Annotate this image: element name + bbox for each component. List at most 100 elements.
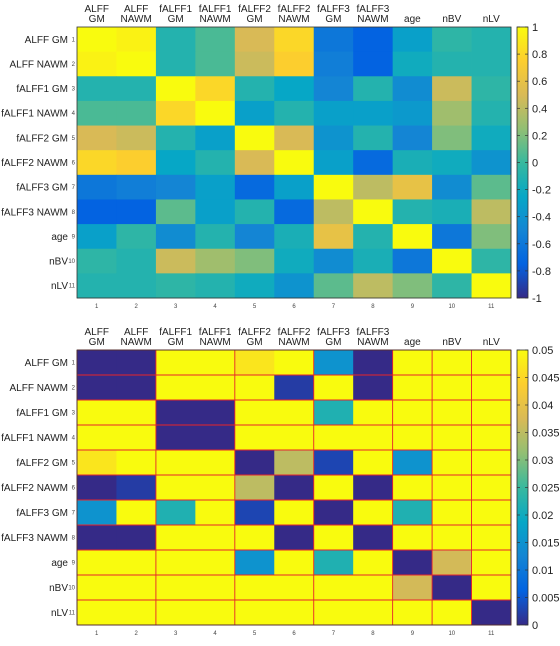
corr-row-label-2: ALFF NAWM <box>9 59 68 70</box>
pval-row-index-10: 10 <box>68 586 75 592</box>
corr-col-index-6: 6 <box>292 304 296 310</box>
corr-cell-r8-c3 <box>155 199 196 225</box>
pval-row-label-11: nLV <box>51 608 68 619</box>
corr-cell-r2-c4 <box>195 51 236 77</box>
pval-row-label-2: ALFF NAWM <box>9 383 68 394</box>
corr-cell-r11-c1 <box>77 273 117 299</box>
corr-cell-r8-c1 <box>77 199 117 225</box>
pval-cell-r5-c3 <box>155 450 196 476</box>
pval-cell-r8-c11 <box>471 525 512 551</box>
pval-heatmap-panel: ALFFGMALFFNAWMfALFF1GMfALFF1NAWMfALFF2GM… <box>1 327 559 637</box>
corr-row-index-4: 4 <box>72 111 76 117</box>
corr-cell-r2-c3 <box>155 51 196 77</box>
pval-col-index-11: 11 <box>488 631 495 637</box>
pval-cell-r8-c10 <box>432 525 472 551</box>
pval-cell-r3-c5 <box>234 400 275 426</box>
corr-row-label-1: ALFF GM <box>25 35 68 46</box>
corr-cell-r3-c5 <box>234 76 275 102</box>
pval-row-index-5: 5 <box>72 461 76 467</box>
corr-cell-r2-c9 <box>392 51 433 77</box>
pval-cell-r8-c2 <box>116 525 157 551</box>
pval-col-label-5-line2: GM <box>246 337 262 348</box>
pval-cell-r11-c8 <box>353 600 394 626</box>
corr-colorbar-tick-8: -0.4 <box>532 212 551 224</box>
corr-cell-r5-c3 <box>155 125 196 151</box>
corr-colorbar-tick-11: -1 <box>532 293 542 305</box>
corr-col-index-7: 7 <box>332 304 336 310</box>
pval-col-label-1-line2: GM <box>89 337 105 348</box>
corr-cell-r8-c5 <box>234 199 275 225</box>
pval-cell-r1-c8 <box>353 350 394 376</box>
pval-cell-r6-c3 <box>155 475 196 501</box>
pval-cell-r8-c6 <box>274 525 315 551</box>
pval-cell-r2-c11 <box>471 375 512 401</box>
corr-cell-r11-c9 <box>392 273 433 299</box>
pval-col-label-10-line1: nBV <box>442 337 461 348</box>
corr-col-label-4-line2: NAWM <box>199 14 230 25</box>
corr-cell-r5-c1 <box>77 125 117 151</box>
pval-cell-r10-c10 <box>432 575 472 601</box>
corr-cell-r6-c2 <box>116 150 157 176</box>
corr-cell-r11-c7 <box>313 273 354 299</box>
pval-row-index-9: 9 <box>72 561 76 567</box>
corr-col-label-6-line1: fALFF2 <box>278 4 311 15</box>
corr-cell-r10-c11 <box>471 248 512 274</box>
pval-cell-r7-c8 <box>353 500 394 526</box>
pval-colorbar-tick-8: 0.015 <box>532 538 560 550</box>
pval-cell-r7-c9 <box>392 500 433 526</box>
corr-col-label-5-line2: GM <box>246 14 262 25</box>
pval-cell-r11-c10 <box>432 600 472 626</box>
corr-row-label-11: nLV <box>51 281 68 292</box>
corr-cell-r3-c6 <box>274 76 315 102</box>
pval-cell-r1-c4 <box>195 350 236 376</box>
pval-cell-r9-c2 <box>116 550 157 576</box>
corr-col-label-2-line1: ALFF <box>124 4 148 15</box>
pval-cell-r8-c5 <box>234 525 275 551</box>
corr-col-label-7-line2: GM <box>325 14 341 25</box>
corr-cell-r10-c3 <box>155 248 196 274</box>
corr-row-label-4: fALFF1 NAWM <box>1 109 68 120</box>
pval-cell-r4-c9 <box>392 425 433 451</box>
pval-cell-r11-c4 <box>195 600 236 626</box>
pval-cell-r1-c5 <box>234 350 275 376</box>
corr-cell-r9-c11 <box>471 224 512 250</box>
corr-col-label-6-line2: NAWM <box>278 14 309 25</box>
pval-cell-r10-c4 <box>195 575 236 601</box>
corr-cell-r7-c3 <box>155 174 196 200</box>
corr-col-index-5: 5 <box>253 304 257 310</box>
pval-cell-r5-c8 <box>353 450 394 476</box>
corr-row-index-8: 8 <box>72 210 76 216</box>
pval-cell-r2-c3 <box>155 375 196 401</box>
corr-cell-r6-c3 <box>155 150 196 176</box>
pval-col-index-4: 4 <box>213 631 217 637</box>
pval-cell-r6-c2 <box>116 475 157 501</box>
pval-cell-r2-c8 <box>353 375 394 401</box>
corr-cell-r11-c3 <box>155 273 196 299</box>
pval-cell-r10-c2 <box>116 575 157 601</box>
corr-cell-r4-c9 <box>392 100 433 126</box>
corr-col-index-9: 9 <box>411 304 415 310</box>
corr-cell-r4-c1 <box>77 100 117 126</box>
pval-cell-r11-c3 <box>155 600 196 626</box>
pval-cell-r7-c10 <box>432 500 472 526</box>
corr-colorbar-tick-2: 0.8 <box>532 49 547 61</box>
pval-cell-r3-c3 <box>155 400 196 426</box>
pval-cell-r3-c1 <box>77 400 117 426</box>
corr-cell-r1-c10 <box>432 27 472 53</box>
pval-cell-r11-c11 <box>471 600 512 626</box>
corr-cell-r9-c2 <box>116 224 157 250</box>
corr-cell-r3-c2 <box>116 76 157 102</box>
pval-cell-r3-c9 <box>392 400 433 426</box>
corr-cell-r1-c5 <box>234 27 275 53</box>
pval-col-label-5-line1: fALFF2 <box>238 327 271 338</box>
pval-cell-r2-c5 <box>234 375 275 401</box>
pval-cell-r2-c6 <box>274 375 315 401</box>
pval-col-label-11-line1: nLV <box>483 337 500 348</box>
corr-cell-r3-c8 <box>353 76 394 102</box>
pval-cell-r6-c8 <box>353 475 394 501</box>
pval-cell-r4-c5 <box>234 425 275 451</box>
corr-cell-r3-c1 <box>77 76 117 102</box>
corr-colorbar-tick-9: -0.6 <box>532 239 551 251</box>
corr-cell-r8-c4 <box>195 199 236 225</box>
corr-colorbar-tick-7: -0.2 <box>532 185 551 197</box>
